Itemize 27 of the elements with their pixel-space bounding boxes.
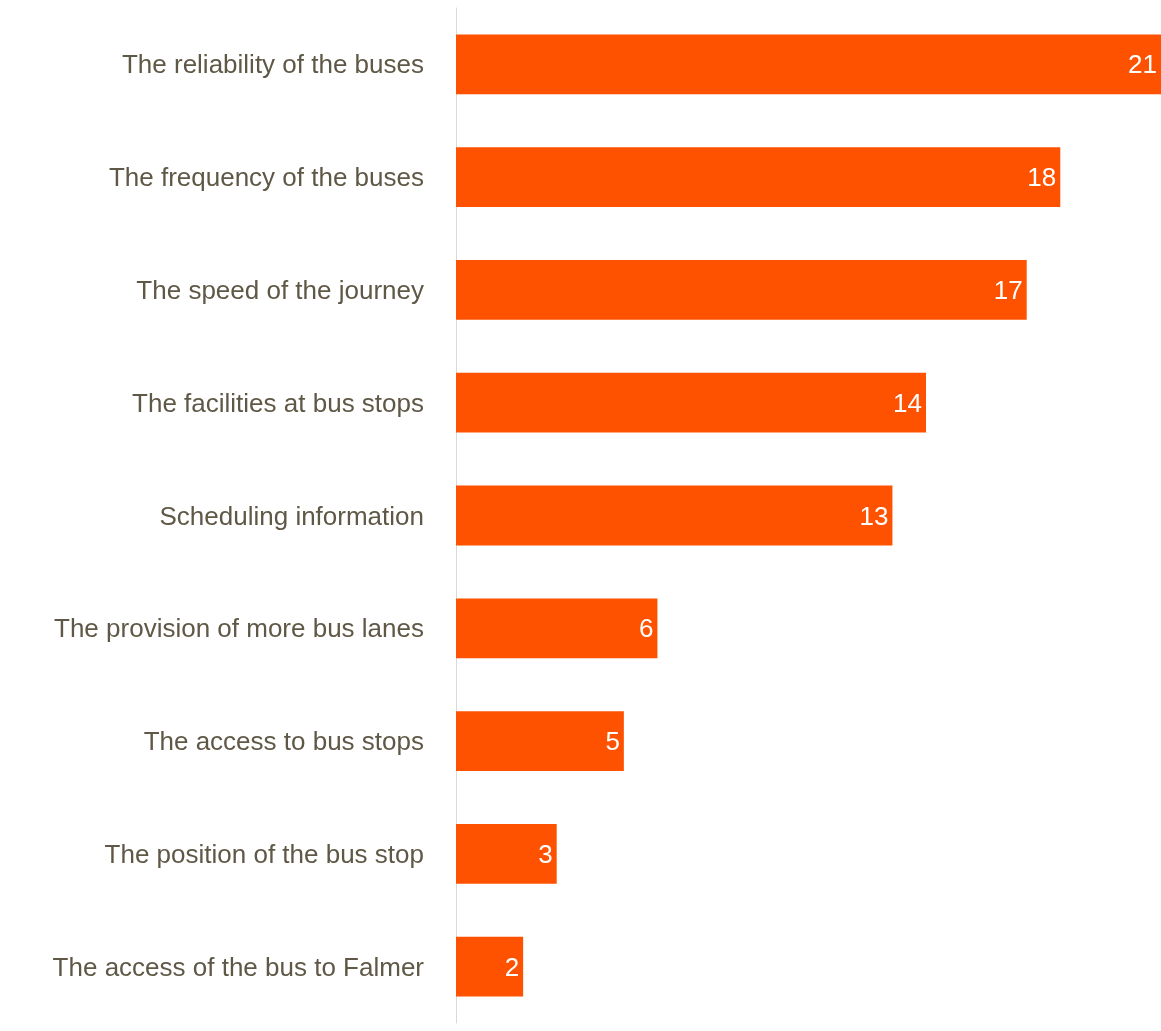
- bar: [456, 34, 1161, 95]
- y-tick-label: The position of the bus stop: [104, 838, 424, 869]
- data-label: 6: [638, 613, 654, 644]
- data-label: 18: [1027, 162, 1057, 193]
- y-tick-label: The reliability of the buses: [121, 49, 424, 80]
- data-label: 13: [859, 500, 889, 531]
- y-tick-label: The provision of more bus lanes: [54, 613, 424, 644]
- data-label: 3: [538, 838, 553, 869]
- y-tick-label: The speed of the journey: [136, 274, 424, 305]
- bar: [456, 711, 624, 771]
- bar: [456, 372, 926, 433]
- bar: [456, 936, 524, 997]
- bar: [456, 147, 1061, 208]
- data-label: 5: [605, 726, 620, 757]
- y-tick-label: The frequency of the buses: [108, 162, 424, 193]
- bar: [456, 823, 557, 884]
- bar: [456, 260, 1027, 320]
- bar: [456, 598, 658, 659]
- y-tick-label: The access to bus stops: [143, 726, 424, 757]
- data-label: 21: [1128, 49, 1157, 80]
- data-label: 2: [504, 951, 520, 982]
- y-tick-label: Scheduling information: [159, 500, 424, 531]
- bar: [456, 485, 893, 546]
- y-tick-label: The facilities at bus stops: [132, 387, 424, 418]
- data-label: 17: [993, 274, 1023, 305]
- y-tick-label: The access of the bus to Falmer: [52, 951, 425, 982]
- data-label: 14: [893, 387, 922, 418]
